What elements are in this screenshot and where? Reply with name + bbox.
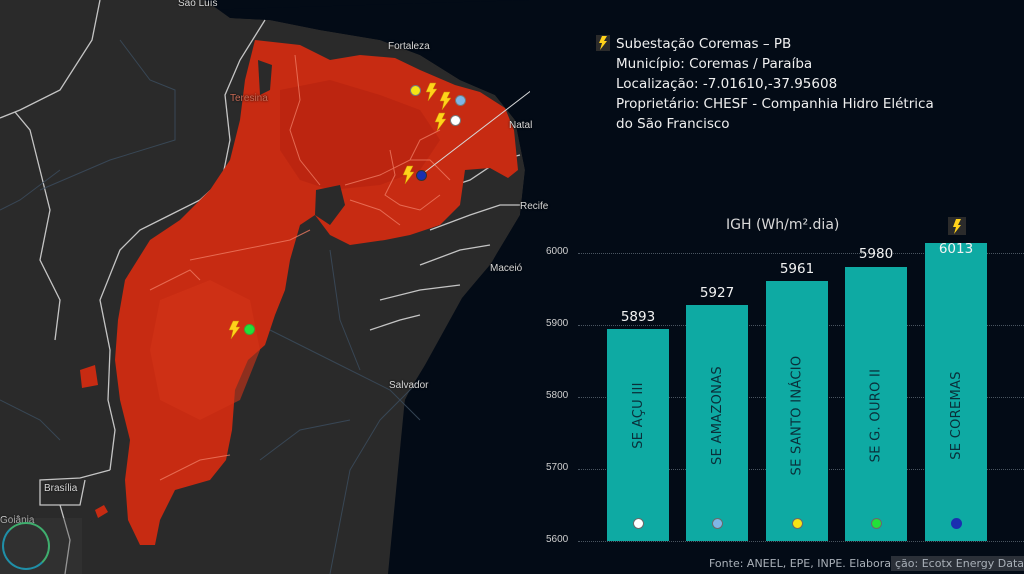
y-tick-5800: 5800 [546, 390, 569, 401]
gridline [578, 541, 1024, 542]
bar-se-g-ouro-ii[interactable]: SE G. OURO II [845, 267, 907, 541]
marker-acu-iii[interactable] [450, 115, 461, 126]
chart-title: IGH (Wh/m².dia) [726, 217, 840, 233]
info-title: Subestação Coremas – PB [616, 36, 792, 52]
gridline [578, 253, 1024, 254]
city-label-fortaleza: Fortaleza [388, 41, 430, 52]
bar-value-label: 5980 [858, 246, 894, 262]
marker-dot-yellow [792, 518, 803, 529]
city-label-sao-luis: São Luís [178, 0, 218, 9]
city-label-brasilia: Brasília [44, 483, 78, 494]
marker-dot-blue [951, 518, 962, 529]
bar-category-label: SE AMAZONAS [709, 365, 725, 465]
city-label-teresina: Teresina [230, 93, 268, 104]
source-footnote: Fonte: ANEEL, EPE, INPE. Elabora ção: Eco… [709, 556, 1024, 571]
city-label-goiania: Goiânia [0, 515, 35, 526]
bar-value-label: 5961 [779, 261, 815, 277]
city-label-recife: Recife [520, 201, 549, 212]
map-panel[interactable]: São Luís Fortaleza Teresina Natal Recife… [0, 0, 548, 574]
lightning-bolt-icon [596, 35, 610, 51]
marker-amazonas[interactable] [455, 95, 466, 106]
map-canvas[interactable] [0, 0, 530, 574]
loading-spinner-icon [2, 522, 50, 570]
bar-category-label: SE G. OURO II [868, 368, 884, 462]
marker-g-ouro-ii[interactable] [244, 324, 255, 335]
marker-coremas[interactable] [416, 170, 427, 181]
city-label-salvador: Salvador [389, 380, 429, 391]
bar-category-label: SE SANTO INÁCIO [789, 355, 805, 475]
city-label-maceio: Maceió [490, 263, 523, 274]
y-tick-5600: 5600 [546, 534, 569, 545]
bar-se-amazonas[interactable]: SE AMAZONAS [686, 305, 748, 541]
y-tick-5900: 5900 [546, 318, 569, 329]
bar-category-label: SE AÇU III [630, 381, 646, 449]
bar-category-label: SE COREMAS [948, 370, 964, 460]
bar-value-label: 6013 [938, 241, 974, 257]
marker-santo-inacio[interactable] [410, 85, 421, 96]
city-label-natal: Natal [509, 120, 533, 131]
bar-value-label: 5927 [699, 285, 735, 301]
info-municipio: Município: Coremas / Paraíba [616, 56, 813, 72]
y-tick-5700: 5700 [546, 462, 569, 473]
y-tick-6000: 6000 [546, 246, 569, 257]
marker-dot-lightblue [712, 518, 723, 529]
info-localizacao: Localização: -7.01610,-37.95608 [616, 76, 838, 92]
bar-se-coremas[interactable]: SE COREMAS [925, 243, 987, 541]
info-proprietario-cont: do São Francisco [616, 116, 730, 132]
highlight-bolt-icon [948, 217, 966, 235]
bar-se-santo-inacio[interactable]: SE SANTO INÁCIO [766, 281, 828, 541]
bar-value-label: 5893 [620, 309, 656, 325]
info-proprietario: Proprietário: CHESF - Companhia Hidro El… [616, 96, 934, 112]
substation-info-panel: Subestação Coremas – PB Município: Corem… [596, 34, 934, 134]
marker-dot-white [633, 518, 644, 529]
bar-se-acu-iii[interactable]: SE AÇU III [607, 329, 669, 541]
marker-dot-green [871, 518, 882, 529]
